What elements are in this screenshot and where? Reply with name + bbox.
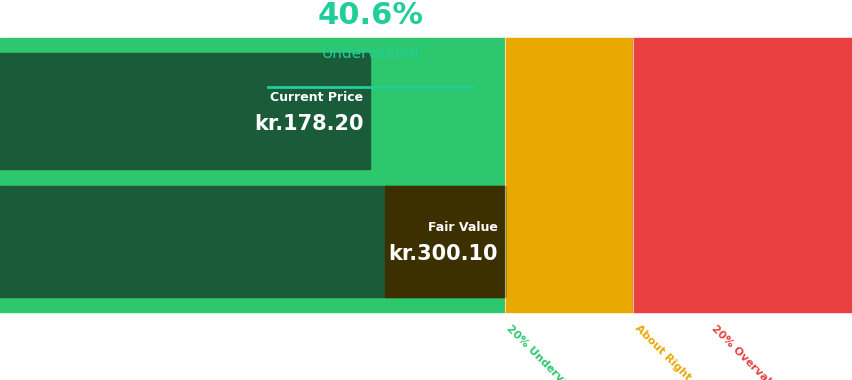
Bar [504,38,632,312]
Text: Undervalued: Undervalued [321,46,418,61]
Text: Current Price: Current Price [270,91,363,105]
Text: About Right: About Right [632,323,692,380]
Bar [0,53,370,169]
Bar [0,186,504,296]
Text: 20% Overvalued: 20% Overvalued [709,323,788,380]
Text: 40.6%: 40.6% [317,1,423,30]
Text: kr.300.10: kr.300.10 [389,244,498,264]
Bar [632,38,852,312]
Text: kr.178.20: kr.178.20 [254,114,363,135]
Bar [384,186,504,296]
Bar [0,38,504,312]
Text: 20% Undervalued: 20% Undervalued [504,323,589,380]
Text: Fair Value: Fair Value [428,221,498,234]
